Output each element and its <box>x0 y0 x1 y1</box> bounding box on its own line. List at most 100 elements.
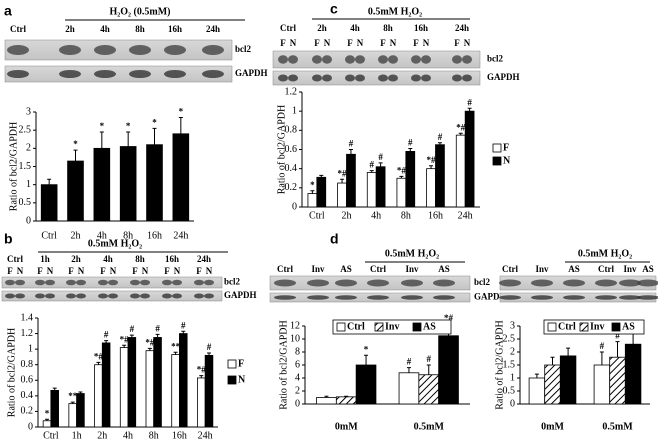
lane-label: 24h <box>197 254 211 264</box>
error-bar <box>399 175 404 179</box>
error-bar <box>369 170 374 173</box>
bar <box>119 146 137 222</box>
x-tick-label: 4h <box>97 230 107 241</box>
significance-mark: # <box>181 320 186 330</box>
significance-mark: # <box>427 354 432 364</box>
significance-mark: # <box>438 132 443 142</box>
y-tick-label: 8 <box>295 346 300 357</box>
blot-band <box>15 293 25 299</box>
lane-sublabel: N <box>423 38 430 48</box>
blot-band <box>433 295 455 300</box>
lane-label: AS <box>438 264 450 274</box>
error-bar <box>344 395 349 397</box>
bar <box>127 337 137 428</box>
x-tick-label: 16h <box>428 210 443 221</box>
y-tick-label: 2 <box>510 346 515 357</box>
blot-band <box>35 279 45 286</box>
lane-label: 16h <box>165 254 179 264</box>
blot-row-label: bcl2 <box>487 54 504 64</box>
bar <box>146 144 163 222</box>
blot-band <box>94 45 116 55</box>
blot-band <box>194 293 204 299</box>
error-bar <box>199 375 204 378</box>
bar <box>153 337 162 428</box>
blot-band <box>388 55 398 64</box>
lane-label: AS <box>642 264 654 274</box>
lane-sublabel: F <box>413 38 419 48</box>
lane-label: Ctrl <box>502 264 518 274</box>
bar <box>624 343 642 405</box>
significance-mark: * <box>179 107 184 117</box>
blot-band <box>202 70 224 78</box>
lane-label: AS <box>568 264 580 274</box>
treatment-label: H₂O₂ (0.5mM) <box>110 6 171 17</box>
panel-label: b <box>4 231 13 247</box>
bar <box>337 182 347 208</box>
error-bar <box>319 174 324 178</box>
significance-mark: *# <box>145 337 155 347</box>
panel-label: a <box>4 3 12 19</box>
lane-label: 24h <box>206 24 220 34</box>
bar <box>145 350 155 428</box>
significance-mark: # <box>207 342 212 352</box>
error-bar <box>96 361 101 365</box>
lane-label: 2h <box>317 23 327 33</box>
x-tick-label: 0mM <box>541 421 564 432</box>
lane-label: 8h <box>383 23 393 33</box>
blot-band <box>98 293 108 299</box>
bar <box>335 396 357 405</box>
y-tick-label: 1.5 <box>19 161 32 172</box>
y-axis-label: Ratio of bcl2/GAPDH <box>278 320 289 409</box>
blot-band <box>66 293 76 299</box>
error-bar <box>406 367 411 373</box>
blot-band <box>108 293 118 299</box>
blot-band <box>595 279 617 287</box>
blot-band <box>462 55 472 64</box>
lane-label: AS <box>340 264 352 274</box>
x-tick-label: 16h <box>172 430 187 439</box>
legend-swatch <box>374 322 384 332</box>
y-tick-label: 1 <box>292 105 297 116</box>
lane-label: 4h <box>103 254 113 264</box>
y-tick-label: 2 <box>26 143 31 154</box>
legend-label: Ctrl <box>558 321 576 332</box>
blot-band <box>59 45 81 55</box>
lane-sublabel: F <box>37 266 43 276</box>
legend-swatch <box>579 322 589 332</box>
y-tick-label: 2.5 <box>503 333 516 344</box>
lane-sublabel: N <box>17 266 24 276</box>
x-tick-label: 2h <box>342 210 352 221</box>
bar <box>375 166 386 208</box>
blot-band <box>452 74 462 82</box>
bar <box>119 347 129 428</box>
blot-strip <box>272 70 481 86</box>
bar <box>366 172 377 208</box>
significance-mark: *# <box>94 351 104 361</box>
error-bar <box>73 149 78 162</box>
blot-band <box>335 295 357 300</box>
x-tick-label: 24h <box>458 210 473 221</box>
significance-mark: * <box>310 180 315 190</box>
bar <box>68 403 77 428</box>
blot-band <box>45 293 55 299</box>
blot-band <box>637 295 658 300</box>
blot-band <box>172 293 182 299</box>
blot-band <box>164 45 186 55</box>
blot-strip <box>272 50 481 69</box>
lane-sublabel: N <box>47 266 54 276</box>
bar <box>438 335 459 405</box>
blot-band <box>274 279 296 287</box>
bar <box>93 147 111 222</box>
blot-band <box>129 70 151 78</box>
error-bar <box>207 352 211 356</box>
error-bar <box>467 107 472 112</box>
blot-band <box>130 279 140 286</box>
blot-band <box>278 74 288 82</box>
x-tick-label: 24h <box>173 230 188 241</box>
blot-row-label: GAPDH <box>487 72 520 82</box>
y-axis-label: Ratio of bcl2/GAPDH <box>6 328 17 417</box>
error-bar <box>104 340 109 343</box>
significance-mark: # <box>600 341 605 351</box>
lane-sublabel: N <box>142 266 149 276</box>
